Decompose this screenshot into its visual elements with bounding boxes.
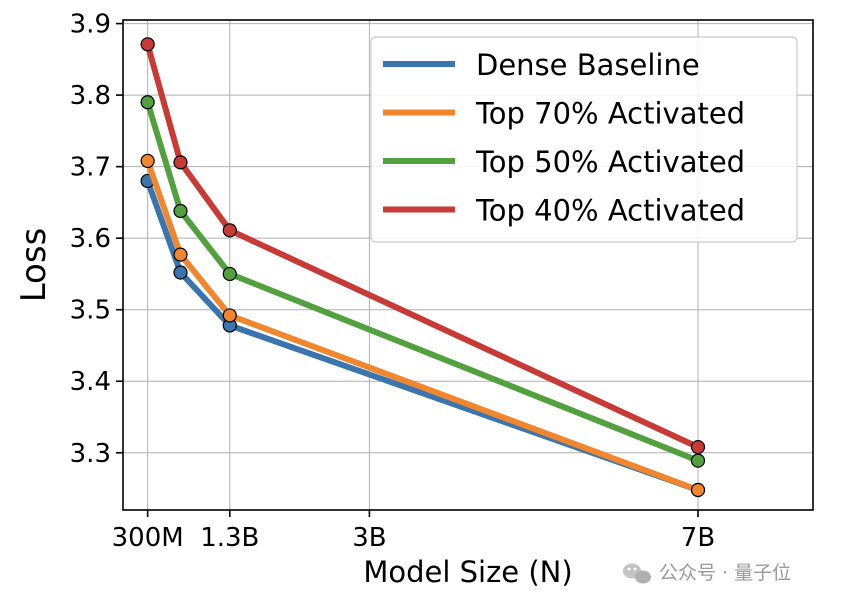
y-tick-label: 3.3 (70, 439, 111, 469)
legend-label: Dense Baseline (476, 48, 700, 82)
data-point (173, 265, 188, 280)
data-point (140, 95, 155, 110)
series-line (144, 99, 701, 464)
series-top-50-activated (140, 95, 706, 468)
series-line (144, 157, 701, 493)
series-top-70-activated (140, 153, 706, 498)
data-point (222, 266, 237, 282)
legend-box (370, 36, 798, 243)
y-tick-label: 3.5 (70, 296, 111, 326)
data-point (140, 153, 155, 169)
legend-label: Top 70% Activated (475, 97, 745, 131)
data-point (690, 482, 706, 498)
data-point (173, 203, 188, 219)
legend-label: Top 50% Activated (475, 145, 745, 179)
x-tick-label: 300M (112, 523, 184, 553)
x-tick-label: 1.3B (200, 523, 259, 553)
watermark-text: 公众号 · 量子位 (659, 562, 791, 584)
data-point (173, 155, 188, 170)
y-tick-label: 3.6 (70, 224, 111, 254)
data-point (173, 247, 188, 262)
x-axis: 300M 1.3B 3B 7B (112, 510, 715, 553)
series-top-40-activated (140, 37, 706, 455)
series-line (144, 41, 701, 451)
y-axis: 3.3 3.4 3.5 3.6 3.7 3.8 3.9 (70, 10, 123, 469)
y-axis-title: Loss (14, 228, 54, 303)
data-point (140, 37, 155, 52)
series-line (144, 177, 701, 493)
x-axis-title: Model Size (N) (363, 555, 572, 589)
y-tick-label: 3.4 (70, 367, 111, 397)
series-layer (140, 37, 706, 498)
y-tick-label: 3.9 (70, 10, 111, 40)
wechat-icon (623, 563, 651, 584)
plot-frame (122, 19, 814, 511)
x-tick-label: 3B (352, 523, 386, 553)
data-point (690, 439, 706, 455)
legend: Dense Baseline Top 70% Activated Top 50% A… (370, 36, 798, 243)
data-point (690, 453, 706, 468)
y-tick-label: 3.8 (70, 81, 111, 111)
y-tick-label: 3.7 (70, 153, 111, 183)
data-point (222, 223, 237, 238)
legend-label: Top 40% Activated (475, 194, 745, 228)
watermark: 公众号 · 量子位 (623, 562, 791, 584)
x-tick-label: 7B (681, 523, 715, 553)
data-point (222, 308, 237, 323)
